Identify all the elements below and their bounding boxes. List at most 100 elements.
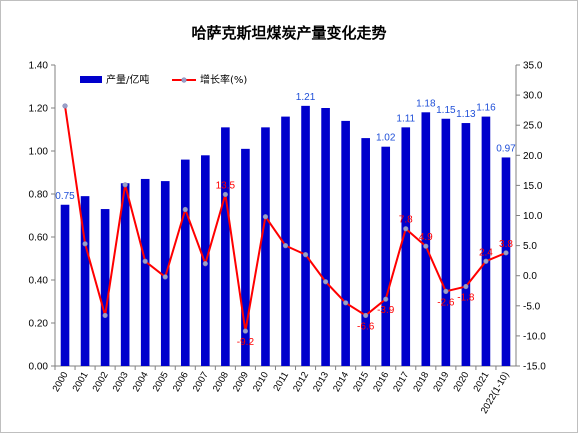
line-point: [142, 258, 148, 264]
legend-bar-label: 产量/亿吨: [106, 73, 149, 86]
bar: [281, 116, 290, 366]
bar: [80, 196, 90, 366]
x-tick-label: 2007: [191, 370, 211, 394]
left-tick-label: 0.60: [29, 233, 49, 244]
line-point: [363, 312, 369, 319]
line-value-label: 13.5: [216, 180, 236, 191]
x-tick-label: 2008: [211, 370, 231, 394]
bar: [140, 178, 150, 366]
x-tick-label: 2004: [131, 370, 151, 394]
line-point: [443, 288, 449, 294]
data-labels: 0.75 1.21 1.021.111.181.15 1.131.16 0.97 13.5…: [55, 92, 516, 348]
line-point: [222, 191, 228, 198]
bar-value-label: 1.02: [376, 133, 396, 144]
line-value-label: -3.9: [377, 305, 395, 316]
left-tick-label: 1.40: [29, 61, 49, 72]
bar: [261, 127, 270, 366]
bar: [501, 157, 511, 366]
bar-value-label: 1.11: [396, 113, 415, 124]
right-tick-label: -10.0: [523, 331, 546, 342]
x-tick-label: 2013: [311, 370, 331, 394]
line-series: [62, 103, 509, 334]
line-point: [62, 103, 68, 109]
right-tick-label: 20.0: [523, 151, 543, 162]
x-tick-label: 2014: [331, 370, 351, 394]
x-tick-label: 2018: [411, 370, 431, 394]
x-tick-label: 2020: [451, 370, 471, 394]
bar-value-label: 1.21: [296, 92, 316, 103]
left-tick-label: 0.40: [29, 276, 49, 287]
x-tick-label: 2016: [371, 370, 391, 394]
x-tick-label: 2001: [71, 370, 91, 394]
bar: [441, 118, 451, 366]
bar: [100, 209, 110, 366]
line-value-label: 4.9: [419, 232, 433, 243]
bar-series: [60, 105, 511, 367]
right-tick-label: 10.0: [523, 211, 543, 222]
bar: [341, 120, 350, 367]
legend: 产量/亿吨 增长率(%): [80, 73, 247, 86]
line-point: [202, 261, 208, 267]
line-value-label: -2.6: [437, 297, 455, 308]
right-tick-label: 25.0: [523, 121, 543, 132]
line-point: [282, 243, 289, 249]
x-tick-label: 2017: [391, 370, 411, 394]
bar: [301, 105, 310, 366]
bar-value-label: 1.15: [436, 105, 456, 116]
bar: [421, 112, 431, 366]
x-tick-label: 2011: [271, 370, 291, 393]
line-value-label: -9.2: [237, 337, 255, 348]
left-tick-label: 1.00: [29, 147, 49, 158]
line-point: [343, 300, 349, 306]
bar: [381, 146, 391, 366]
x-tick-label: 2000: [51, 370, 71, 394]
x-tick-label: 2012: [291, 370, 311, 394]
x-tick-label: 2002: [91, 370, 111, 394]
line-point: [302, 252, 309, 258]
x-tick-label: 2010: [251, 370, 271, 394]
bar: [321, 108, 330, 366]
line-point: [82, 241, 88, 247]
line-value-label: 2.4: [479, 247, 493, 258]
bar: [401, 127, 411, 366]
line-point: [322, 279, 329, 285]
right-tick-label: 15.0: [523, 181, 543, 192]
chart-title: 哈萨克斯坦煤炭产量变化走势: [191, 24, 387, 42]
x-tick-label: 2005: [151, 370, 171, 394]
line-point: [503, 250, 509, 256]
x-tick-label: 2021: [471, 370, 491, 394]
line-point: [102, 312, 108, 319]
bar-value-label: 1.16: [476, 103, 496, 114]
line-point: [122, 182, 128, 188]
line-value-label: -1.8: [457, 293, 475, 304]
legend-bar-swatch: [80, 76, 102, 83]
x-tick-label: 2009: [231, 370, 251, 394]
legend-line-label: 增长率(%): [200, 73, 247, 86]
line-point: [403, 226, 409, 232]
right-tick-label: -15.0: [523, 362, 546, 373]
bar-value-label: 1.18: [416, 98, 436, 109]
bar-value-label: 0.75: [55, 191, 75, 202]
line-point: [262, 214, 269, 220]
line-point: [182, 206, 188, 213]
bar-value-label: 1.13: [456, 109, 476, 120]
left-tick-label: 0.00: [29, 362, 49, 373]
line-point: [162, 274, 168, 280]
x-tick-label: 2003: [111, 370, 131, 394]
x-tick-label: 2006: [171, 370, 191, 394]
right-tick-label: -5.0: [523, 301, 541, 312]
line-point: [423, 243, 429, 249]
bar-value-label: 0.97: [496, 143, 516, 154]
bar: [481, 116, 491, 366]
right-tick-label: 5.0: [523, 241, 537, 252]
x-tick-label: 2015: [351, 370, 371, 394]
bar: [120, 183, 130, 366]
left-tick-label: 1.20: [29, 104, 49, 115]
bar: [241, 148, 250, 366]
right-tick-label: 30.0: [523, 91, 543, 102]
line-value-label: 3.8: [499, 239, 513, 250]
line-point: [242, 328, 249, 334]
line-point: [483, 258, 489, 264]
line-value-label: 7.8: [399, 215, 413, 226]
